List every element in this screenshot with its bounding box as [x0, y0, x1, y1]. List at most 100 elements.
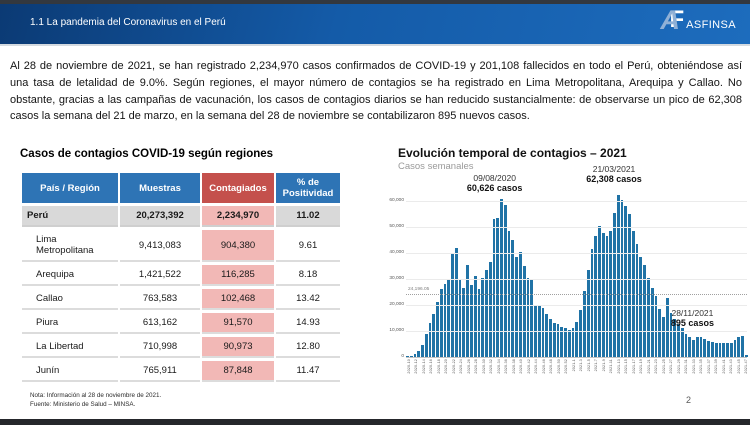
chart-bar	[624, 206, 628, 357]
chart-bar	[413, 354, 417, 357]
y-tick-label: 10,000	[389, 327, 404, 333]
x-tick-label: 2021-25	[661, 359, 666, 374]
table-cell: 14.93	[276, 313, 340, 334]
chart-bar	[458, 279, 462, 357]
table-cell: 90,973	[202, 337, 274, 358]
x-tick-label: 2021-11	[609, 359, 614, 374]
chart-bar	[647, 277, 650, 357]
page-number: 2	[686, 395, 692, 405]
chart-annotation: 09/08/2020 60,626 casos	[467, 173, 523, 193]
x-tick-label: 2021-39	[714, 359, 719, 374]
table-row: Piura 613,162 91,570 14.93	[22, 313, 340, 334]
chart-bar	[741, 335, 744, 357]
x-tick-label: 2021-3	[579, 359, 584, 372]
chart-bar	[744, 354, 748, 357]
chart-annotation: 21/03/2021 62,308 casos	[586, 164, 642, 184]
header-top-strip	[0, 0, 750, 4]
x-tick-label: 2021-9	[601, 359, 606, 372]
x-tick-label: 2020-50	[556, 359, 561, 374]
chart-bar	[639, 256, 643, 357]
y-tick-label: 30,000	[389, 275, 404, 281]
gridline	[406, 200, 747, 202]
x-tick-label: 2020-40	[519, 359, 524, 374]
chart-bar	[673, 319, 677, 357]
chart-bar	[654, 295, 658, 357]
column-header: País / Región	[22, 173, 118, 203]
footnote-note: Nota: Información al 28 de noviembre de …	[30, 392, 162, 399]
table-row: Arequipa 1,421,522 116,285 8.18	[22, 265, 340, 286]
mean-line	[406, 294, 747, 295]
chart-bar	[662, 316, 665, 357]
x-tick-label: 2020-32	[489, 359, 494, 374]
annotation-cases: 895 casos	[670, 318, 714, 328]
chart-bar	[481, 277, 485, 357]
x-tick-label: 2020-14	[421, 359, 426, 374]
bar-series	[406, 193, 748, 357]
chart-bar	[556, 324, 560, 357]
logo-wordmark: ASFINSA	[686, 19, 736, 31]
y-tick-label: 0	[401, 354, 404, 359]
chart-bar	[605, 236, 609, 357]
chart-bar	[545, 314, 549, 357]
x-tick-label: 2020-22	[451, 359, 456, 374]
gridline	[406, 330, 747, 332]
chart-bar	[409, 355, 413, 357]
table-row: La Libertad 710,998 90,973 12.80	[22, 337, 340, 358]
table-cell: Lima Metropolitana	[22, 230, 118, 262]
header-banner: 1.1 La pandemia del Coronavirus en el Pe…	[0, 0, 750, 46]
chart-bar	[507, 230, 511, 357]
x-tick-label: 2020-10	[406, 359, 411, 374]
chart-bar	[567, 329, 571, 357]
chart-bar	[477, 289, 481, 357]
chart-bar	[677, 324, 680, 357]
chart-bar	[503, 204, 507, 357]
chart-bar	[692, 340, 695, 357]
chart-bar	[515, 256, 518, 357]
chart-bar	[439, 289, 443, 357]
chart-bar	[616, 194, 620, 357]
chart-bar	[447, 280, 451, 357]
x-tick-label: 2020-52	[564, 359, 569, 374]
chart-subtitle: Casos semanales	[398, 161, 474, 172]
chart-annotation: 28/11/2021 895 casos	[671, 308, 714, 328]
x-tick-label: 2021-35	[699, 359, 704, 374]
x-tick-label: 2020-38	[511, 359, 516, 374]
chart-bar	[703, 338, 707, 357]
chart-bar	[500, 199, 503, 357]
chart-bar	[631, 230, 635, 357]
x-tick-label: 2021-29	[676, 359, 681, 374]
chart-bar	[688, 337, 692, 357]
x-tick-label: 2020-12	[414, 359, 419, 374]
x-tick-label: 2021-43	[729, 359, 733, 374]
chart-bar	[518, 251, 522, 357]
chart-bar	[406, 356, 409, 357]
chart-bar	[443, 284, 447, 357]
x-tick-label: 2021-23	[654, 359, 659, 374]
gridline	[406, 278, 747, 280]
chart-bar	[699, 336, 703, 357]
y-tick-label: 60,000	[389, 197, 404, 203]
chart-bar	[620, 199, 624, 357]
chart-bar	[488, 261, 492, 357]
chart-bar	[714, 342, 718, 357]
table-cell: 11.47	[276, 361, 340, 382]
chart-bar	[722, 343, 726, 357]
x-tick-label: 2020-20	[444, 359, 449, 374]
asfinsa-logo: A F ASFINSA	[658, 5, 736, 35]
table-cell: 2,234,970	[202, 206, 274, 227]
chart-bar	[552, 323, 556, 357]
table-cell: Callao	[22, 289, 118, 310]
x-tick-label: 2020-48	[549, 359, 554, 374]
x-tick-label: 2020-44	[534, 359, 539, 374]
chart-bar	[462, 288, 466, 357]
x-tick-label: 2021-27	[669, 359, 674, 374]
table-cell: 20,273,392	[120, 206, 200, 227]
gridline	[406, 226, 747, 228]
chart-bar	[665, 297, 669, 357]
contagion-chart: Evolución temporal de contagios – 2021 C…	[370, 146, 748, 378]
table-cell: 763,583	[120, 289, 200, 310]
chart-bar	[726, 343, 729, 357]
chart-bar	[609, 230, 613, 357]
chart-bar	[729, 342, 733, 357]
